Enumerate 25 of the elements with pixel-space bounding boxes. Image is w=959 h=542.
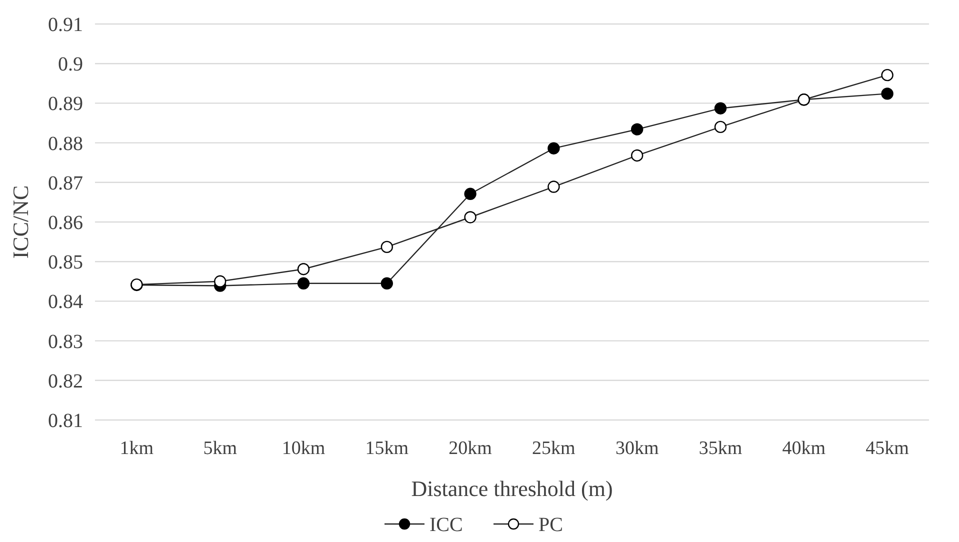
x-tick-label: 25km (532, 438, 576, 459)
x-tick-label: 30km (615, 438, 659, 459)
x-tick-label: 40km (782, 438, 826, 459)
y-tick-label: 0.82 (48, 370, 83, 392)
x-tick-label: 15km (365, 438, 409, 459)
legend-label: PC (538, 514, 563, 536)
x-tick-label: 20km (448, 438, 492, 459)
y-tick-label: 0.87 (48, 172, 83, 194)
x-tick-label: 1km (120, 438, 154, 459)
y-tick-label: 0.88 (48, 132, 83, 155)
y-tick-label: 0.81 (48, 410, 83, 432)
x-tick-label: 35km (698, 438, 742, 459)
x-tick-label: 10km (282, 438, 326, 459)
y-axis-title: ICC/NC (8, 185, 33, 259)
y-tick-label: 0.91 (48, 14, 83, 36)
y-tick-label: 0.83 (48, 330, 83, 353)
legend-label: ICC (430, 514, 463, 536)
x-tick-label: 5km (203, 438, 238, 459)
y-tick-label: 0.85 (48, 252, 83, 274)
y-tick-label: 0.89 (48, 93, 83, 116)
x-tick-label: 45km (866, 438, 910, 459)
y-tick-label: 0.86 (48, 212, 83, 234)
y-tick-label: 0.9 (58, 54, 83, 76)
y-tick-label: 0.84 (48, 291, 83, 314)
x-axis-title: Distance threshold (m) (411, 476, 613, 501)
